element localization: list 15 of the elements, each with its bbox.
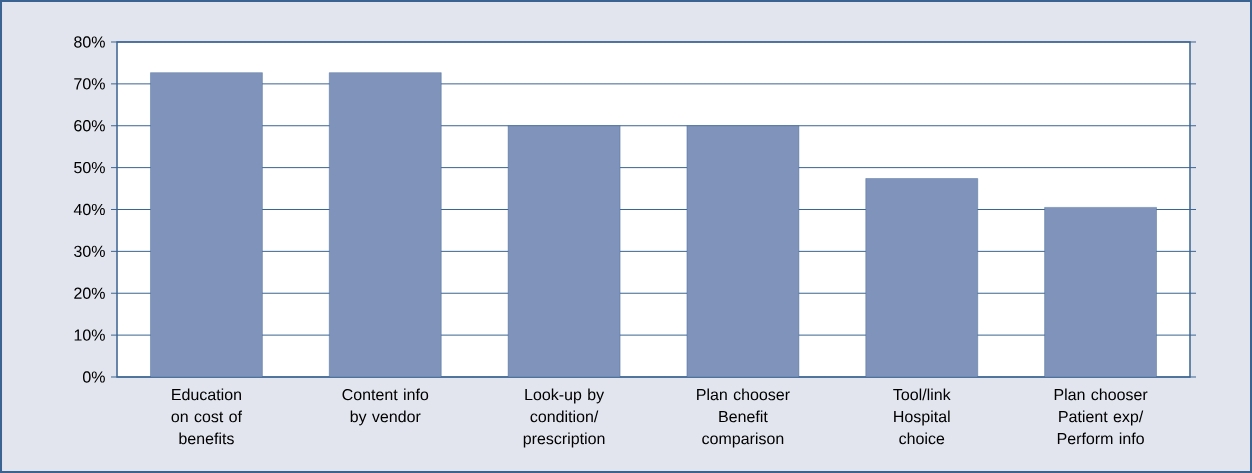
y-tick-label: 30% [74,245,105,258]
y-tick-label: 60% [74,120,105,132]
x-tick-label: Content info by vendor [342,388,429,426]
y-tick-label: 40% [73,203,105,216]
x-tick-label: Education on cost of benefits [171,388,243,445]
y-tick-label: 80% [74,36,105,48]
y-tick-label: 0% [82,371,105,383]
y-tick-label: 10% [74,329,105,341]
x-tick-label: Look-up by condition/ prescription [523,388,605,448]
y-tick-label: 50% [74,161,105,174]
x-tick-label: Plan chooser Patient exp/ Perform info [1054,388,1148,445]
x-tick-label: Tool/link Hospital choice [893,388,951,445]
y-tick-label: 20% [74,287,105,299]
x-tick-label: Plan chooser Benefit comparison [697,388,790,448]
y-tick-label: 70% [74,78,105,90]
